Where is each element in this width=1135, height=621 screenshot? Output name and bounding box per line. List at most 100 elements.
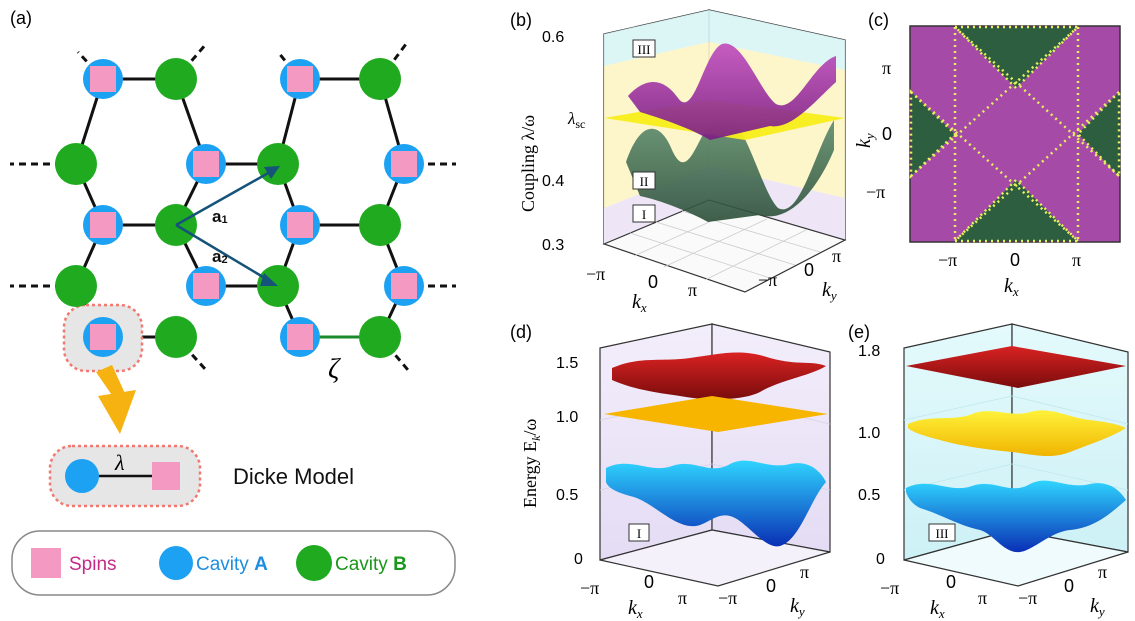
vec-a2-label: a2 (212, 247, 228, 266)
e-xlabel: kx (930, 597, 945, 621)
bz-boundary (910, 26, 1120, 242)
c-xtick-neg-pi: −π (938, 250, 957, 270)
d-kx-tick-pi: π (678, 588, 687, 608)
d-ytick-0.5: 0.5 (556, 487, 578, 504)
e-ky-tick-0: 0 (1064, 576, 1074, 596)
dicke-model-label: Dicke Model (233, 464, 354, 489)
site-a (280, 205, 320, 245)
down-arrow-icon (96, 365, 136, 434)
panel-b-label: (b) (510, 10, 532, 30)
b-kx-tick-neg-pi: −π (586, 264, 605, 284)
legend-cavity-b-icon (296, 545, 332, 581)
d-region-box (628, 523, 650, 542)
c-ylabel: ky (853, 133, 877, 148)
legend-cavity-a-icon (159, 546, 193, 580)
cavity-a-sites (83, 59, 424, 357)
region-iii: III (638, 42, 651, 57)
d-xlabel: kx (628, 597, 643, 621)
site-a (83, 59, 123, 99)
c-ytick-pi: π (882, 58, 891, 78)
d-klabel: ky (790, 595, 805, 619)
site-a (384, 266, 424, 306)
panel-b: (b) 0.6 0.4 0.3 λsc Coupling λ/ω III II … (510, 9, 847, 315)
site-b (155, 58, 197, 100)
panel-a: (a) (10, 8, 456, 596)
legend-cavity-a: Cavity A (196, 554, 268, 575)
vec-a1-label: a1 (212, 207, 228, 226)
region-i: I (642, 207, 646, 222)
bz-region-top (951, 25, 1082, 90)
panel-d: (d) 1.5 1.0 0.5 0 Energy Ek/ω I −π 0 π k… (510, 322, 831, 621)
bz-region-bottom (951, 178, 1082, 243)
legend-spins: Spins (69, 554, 117, 575)
site-a (280, 59, 320, 99)
d-ky-tick-0: 0 (766, 576, 776, 596)
site-a (384, 144, 424, 184)
b-kx-tick-0: 0 (648, 272, 658, 292)
legend-spin-icon (31, 548, 61, 578)
e-ky-tick-neg-pi: −π (1018, 588, 1037, 608)
site-b (359, 204, 401, 246)
legend-cavity-b: Cavity B (335, 554, 407, 575)
d-region: I (637, 526, 641, 541)
d-ky-tick-neg-pi: −π (718, 588, 737, 608)
site-a (83, 317, 123, 357)
region-i-box (632, 204, 656, 223)
bz-region-right (1076, 88, 1121, 180)
floor (602, 199, 847, 293)
d-ky-tick-pi: π (800, 562, 809, 582)
b-kx-tick-pi: π (688, 280, 697, 300)
e-klabel: ky (1090, 595, 1105, 619)
e-ky-tick-pi: π (1098, 562, 1107, 582)
d-blue-band (606, 460, 826, 547)
e-region-box (928, 523, 956, 542)
d-orange-band (604, 396, 828, 432)
b-ky-tick-neg-pi: −π (758, 270, 777, 290)
b-ky-tick-0: 0 (804, 260, 814, 280)
site-b (359, 316, 401, 358)
c-ytick-neg-pi: −π (866, 182, 885, 202)
lambda-sc-label: λsc (567, 109, 585, 131)
e-kx-tick-0: 0 (946, 572, 956, 592)
site-a (280, 317, 320, 357)
d-ytick-1.0: 1.0 (556, 409, 578, 426)
site-a (83, 205, 123, 245)
c-xtick-pi: π (1072, 250, 1081, 270)
b-ytick-0.4: 0.4 (542, 173, 564, 190)
c-xlabel: kx (1004, 275, 1019, 299)
panel-d-label: (d) (510, 322, 532, 342)
solid-bonds (74, 77, 406, 339)
zeta-label: ζ (328, 354, 341, 385)
panel-a-label: (a) (10, 8, 32, 28)
arrow-a1 (175, 170, 271, 227)
arrow-a1-head (264, 166, 280, 179)
e-floor (903, 529, 1129, 587)
e-blue-band (906, 480, 1126, 553)
c-xtick-0: 0 (1010, 250, 1020, 270)
panel-e-label: (e) (848, 322, 870, 342)
purple-surface (628, 43, 836, 140)
legend-box (11, 530, 456, 596)
panel-c: (c) π 0 −π −π 0 π kx ky (853, 10, 1121, 299)
region-iii-band (604, 10, 845, 70)
e-ytick-1.0: 1.0 (858, 425, 880, 442)
region-iii-box (632, 39, 656, 58)
site-b (155, 316, 197, 358)
d-ylabel: Energy Ek/ω (520, 419, 543, 508)
cavity-b-sites (55, 58, 401, 358)
b-ytick-0.3: 0.3 (542, 237, 564, 254)
b-xlabel: kx (632, 291, 647, 315)
d-red-band (612, 352, 826, 400)
e-kx-tick-pi: π (978, 588, 987, 608)
green-surface (626, 114, 834, 222)
lambda-label: λ (114, 450, 125, 475)
e-yellow-band (908, 410, 1126, 457)
site-b (55, 265, 97, 307)
dicke-spin (152, 462, 180, 490)
e-ytick-1.8: 1.8 (858, 343, 880, 360)
e-region: III (936, 526, 949, 541)
b-klabel: ky (822, 279, 837, 303)
b-ytick-0.6: 0.6 (542, 29, 564, 46)
b-ylabel: Coupling λ/ω (518, 115, 538, 212)
